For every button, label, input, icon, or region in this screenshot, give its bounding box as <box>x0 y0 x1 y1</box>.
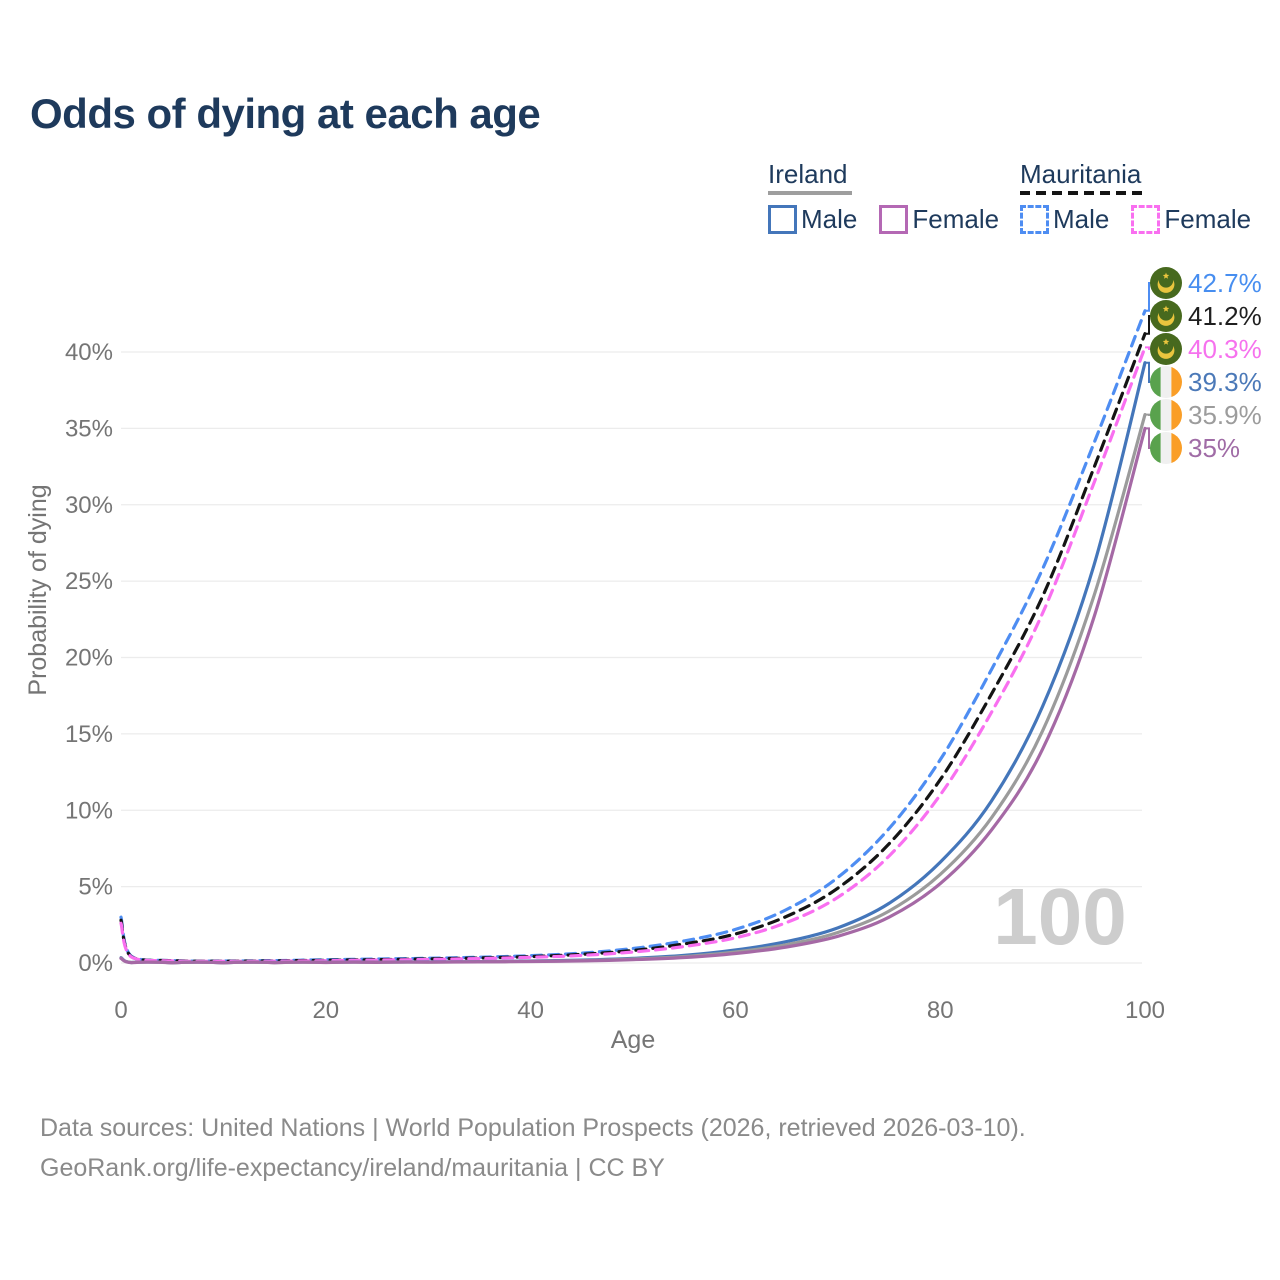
legend-item-ireland-male[interactable]: Male <box>768 204 857 235</box>
ireland-flag-icon <box>1150 399 1182 431</box>
legend-item-ireland-female[interactable]: Female <box>879 204 999 235</box>
y-tick-label: 0% <box>78 950 113 977</box>
y-tick-label: 35% <box>65 415 113 442</box>
data-source-footer: Data sources: United Nations | World Pop… <box>40 1108 1026 1188</box>
y-tick-label: 30% <box>65 492 113 519</box>
legend-label: Male <box>801 204 858 234</box>
y-tick-label: 10% <box>65 797 113 824</box>
ireland-flag-icon <box>1150 432 1182 464</box>
footer-sources-line: Data sources: United Nations | World Pop… <box>40 1114 1026 1142</box>
y-axis-title: Probability of dying <box>24 484 52 695</box>
mauritania-flag-icon <box>1150 267 1182 299</box>
mauritania-male-swatch-icon <box>1020 205 1049 234</box>
legend-label: Male <box>1053 204 1110 234</box>
ireland-flag-icon <box>1150 366 1182 398</box>
legend-group-ireland: Ireland Male Female <box>768 160 999 235</box>
x-tick-label: 60 <box>722 997 749 1024</box>
x-tick-label: 40 <box>517 997 544 1024</box>
mauritania-flag-icon <box>1150 333 1182 365</box>
x-axis-title: Age <box>611 1026 655 1054</box>
mauritania-flag-icon <box>1150 300 1182 332</box>
mauritania-dashed-line-swatch <box>1020 191 1148 195</box>
y-tick-label: 25% <box>65 568 113 595</box>
footer-attribution-link[interactable]: GeoRank.org/life-expectancy/ireland/maur… <box>40 1154 665 1182</box>
mauritania-female-swatch-icon <box>1131 205 1161 234</box>
end-value-label-mauritania-female: 40.3% <box>1188 334 1262 364</box>
ireland-female-swatch-icon <box>879 205 909 234</box>
page-title: Odds of dying at each age <box>30 90 541 137</box>
end-value-label-ireland-female: 35% <box>1188 433 1240 463</box>
legend-label: Female <box>912 204 1000 234</box>
end-value-label-ireland-combined: 35.9% <box>1188 400 1262 430</box>
x-tick-label: 20 <box>312 997 339 1024</box>
legend-group-mauritania: Mauritania Male Female <box>1020 160 1251 235</box>
y-tick-label: 40% <box>65 339 113 366</box>
age-watermark: 100 <box>993 872 1126 961</box>
y-tick-label: 20% <box>65 645 113 672</box>
legend-country-mauritania: Mauritania <box>1020 159 1142 189</box>
legend-item-mauritania-female[interactable]: Female <box>1131 204 1251 235</box>
ireland-solid-line-swatch <box>768 191 852 195</box>
series-line-mauritania-female <box>119 345 1147 963</box>
series-line-ireland-combined <box>119 413 1147 965</box>
legend-label: Female <box>1164 204 1252 234</box>
y-tick-label: 15% <box>65 721 113 748</box>
x-tick-label: 0 <box>114 997 127 1024</box>
ireland-male-swatch-icon <box>768 205 797 234</box>
legend-item-mauritania-male[interactable]: Male <box>1020 204 1109 235</box>
end-value-label-ireland-male: 39.3% <box>1188 367 1262 397</box>
x-tick-label: 80 <box>927 997 954 1024</box>
series-line-ireland-female <box>119 426 1147 965</box>
end-value-label-mauritania-male: 42.7% <box>1188 268 1262 298</box>
legend-country-ireland: Ireland <box>768 159 848 189</box>
end-value-label-mauritania-combined: 41.2% <box>1188 301 1262 331</box>
series-line-ireland-male <box>119 361 1147 965</box>
series-line-mauritania-male <box>119 309 1147 963</box>
y-tick-label: 5% <box>78 874 113 901</box>
x-tick-label: 100 <box>1125 997 1165 1024</box>
